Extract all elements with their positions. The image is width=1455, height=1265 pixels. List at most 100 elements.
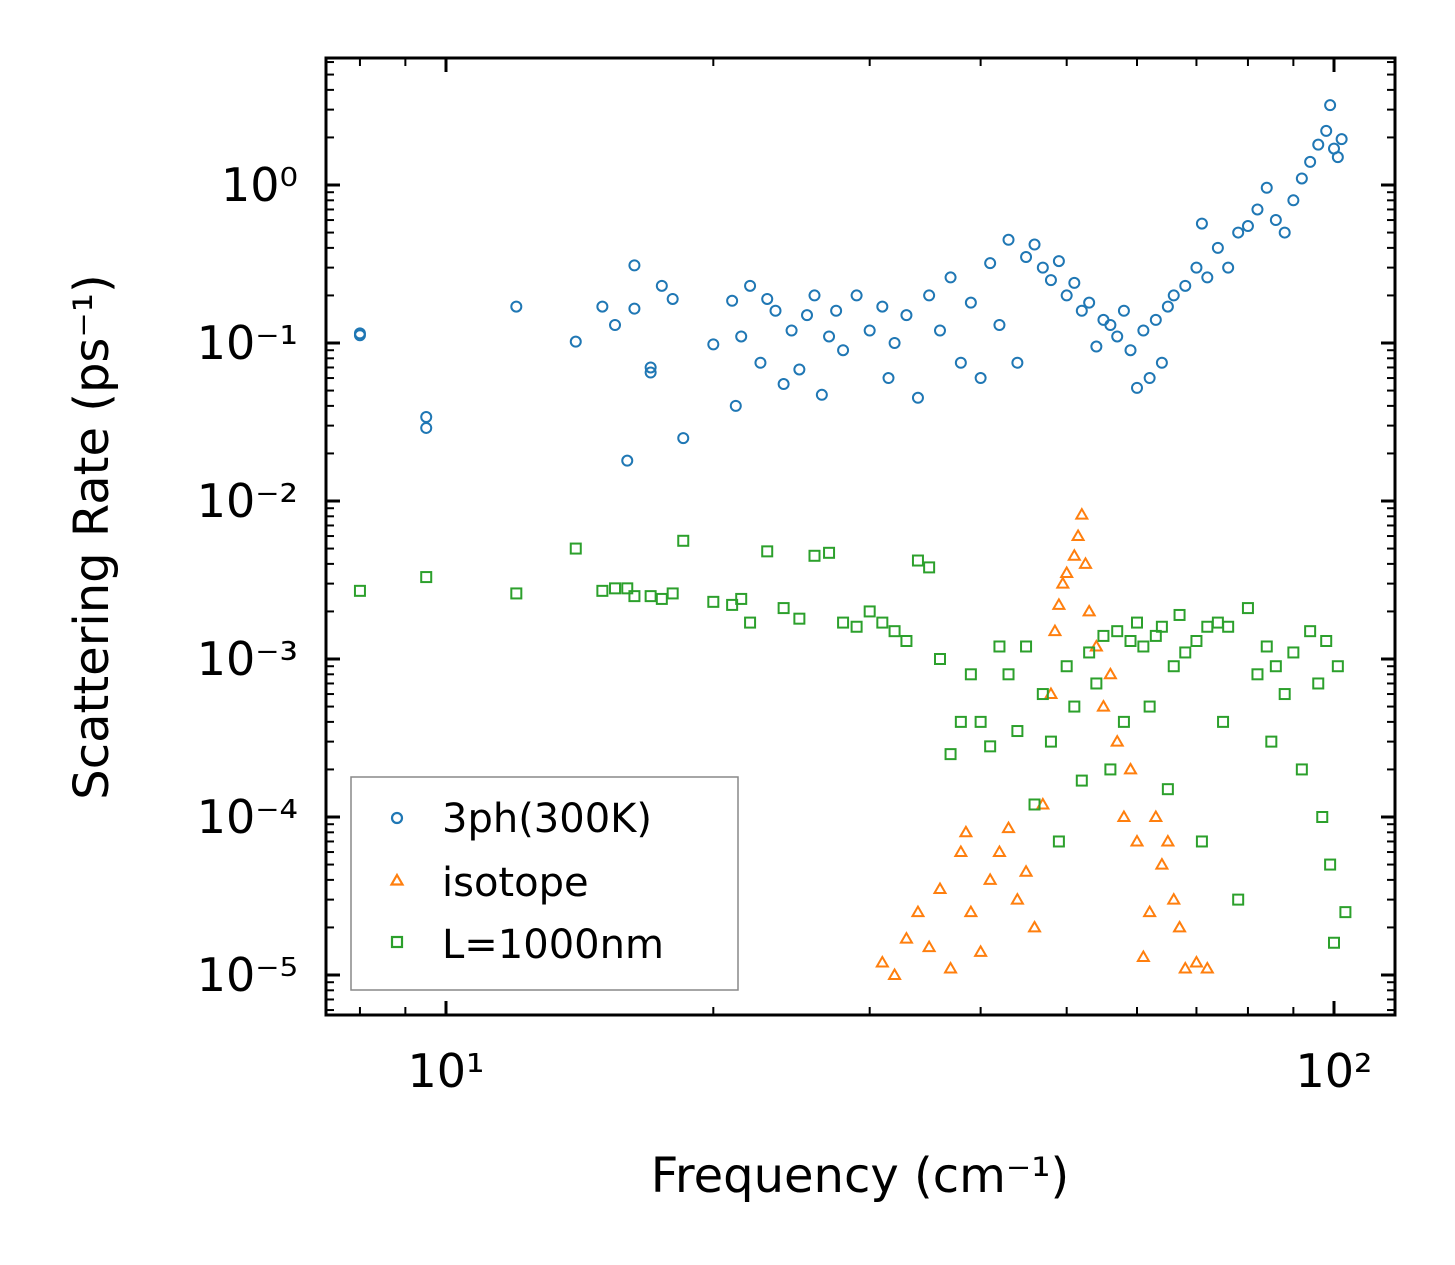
data-point — [1217, 715, 1230, 728]
data-point — [900, 309, 913, 322]
data-point — [1083, 296, 1096, 309]
data-point — [1036, 261, 1049, 274]
data-point — [1339, 906, 1352, 919]
data-point — [666, 587, 679, 600]
data-point — [621, 454, 634, 467]
data-point — [1304, 155, 1317, 168]
data-point — [1232, 226, 1245, 239]
data-point — [888, 337, 901, 349]
data-point — [911, 391, 924, 404]
data-point — [655, 279, 668, 292]
data-point — [899, 931, 914, 944]
data-point — [1011, 356, 1024, 369]
data-point — [1331, 151, 1344, 164]
data-point — [1070, 528, 1086, 542]
data-point — [1051, 597, 1067, 610]
data-point — [1278, 688, 1291, 701]
x-tick-label: 10² — [1296, 1044, 1373, 1098]
data-point — [1222, 620, 1235, 633]
data-point — [1161, 300, 1174, 313]
data-point — [754, 356, 767, 369]
data-point — [1173, 608, 1186, 621]
legend-box — [350, 776, 739, 991]
data-point — [1027, 919, 1042, 933]
data-point — [1287, 194, 1300, 207]
data-point — [958, 824, 974, 838]
data-point — [888, 625, 901, 638]
data-point — [1083, 646, 1096, 659]
data-point — [569, 335, 582, 348]
data-point — [1078, 556, 1093, 569]
data-point — [943, 960, 958, 974]
data-point — [1287, 646, 1300, 659]
data-point — [744, 279, 757, 292]
data-point — [1090, 340, 1103, 353]
data-point — [1002, 233, 1015, 246]
data-point — [777, 602, 790, 615]
plot-frame — [324, 56, 1397, 1017]
data-point — [644, 366, 657, 379]
data-point — [933, 653, 946, 665]
y-axis-label: Scattering Rate (ps⁻¹) — [64, 274, 120, 800]
data-point — [954, 356, 967, 369]
data-point — [596, 584, 609, 597]
data-point — [964, 296, 977, 309]
data-point — [823, 546, 836, 559]
data-point — [1155, 620, 1168, 633]
data-point — [984, 740, 997, 753]
data-point — [808, 289, 821, 302]
data-point — [1104, 763, 1117, 776]
data-point — [993, 640, 1006, 653]
data-point — [1097, 629, 1110, 642]
series-2 — [353, 534, 1352, 949]
data-point — [1109, 734, 1125, 747]
data-point — [1179, 646, 1192, 659]
data-point — [1020, 251, 1033, 264]
data-point — [993, 318, 1006, 331]
data-point — [1160, 833, 1176, 847]
data-point — [761, 292, 774, 305]
data-point — [944, 748, 957, 761]
data-point — [569, 542, 582, 555]
data-point — [735, 330, 748, 343]
data-point — [944, 271, 957, 284]
data-point — [1052, 255, 1065, 268]
data-point — [729, 399, 742, 412]
data-point — [1189, 954, 1204, 968]
data-point — [1167, 289, 1180, 302]
data-point — [982, 872, 998, 885]
data-point — [1260, 640, 1273, 653]
data-point — [1075, 304, 1088, 317]
data-point — [963, 904, 979, 918]
data-point — [1312, 138, 1325, 151]
data-point — [1265, 735, 1278, 748]
data-point — [1089, 638, 1104, 652]
data-point — [863, 605, 876, 618]
legend-marker-l1000nm — [390, 935, 404, 949]
data-point — [1195, 217, 1208, 230]
y-tick-label: 10⁰ — [221, 158, 298, 212]
data-point — [1018, 864, 1034, 877]
data-point — [850, 620, 863, 633]
data-point — [1201, 271, 1214, 284]
data-point — [830, 304, 843, 317]
data-point — [1117, 715, 1130, 728]
data-point — [1067, 548, 1082, 561]
legend-label-3ph: 3ph(300K) — [442, 796, 652, 842]
x-axis-label: Frequency (cm⁻¹) — [651, 1148, 1069, 1204]
data-point — [420, 421, 433, 434]
data-point — [801, 309, 814, 322]
data-point — [628, 259, 641, 272]
data-point — [769, 304, 782, 317]
data-point — [1130, 616, 1143, 629]
data-point — [1172, 919, 1187, 933]
data-point — [953, 844, 969, 858]
data-point — [1129, 833, 1145, 847]
y-tick-label: 10⁻³ — [197, 632, 298, 686]
data-point — [837, 616, 850, 629]
data-point — [793, 612, 806, 625]
data-point — [1335, 133, 1348, 146]
data-point — [1001, 820, 1016, 834]
data-point — [1195, 835, 1208, 848]
legend-label-isotope: isotope — [442, 860, 589, 906]
